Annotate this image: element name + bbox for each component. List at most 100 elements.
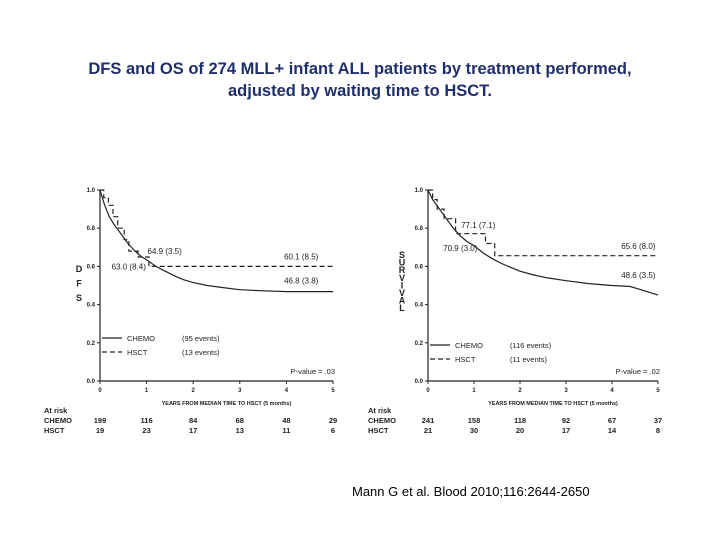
y-axis-letter: L [399, 303, 405, 313]
value-annotation: 77.1 (7.1) [461, 221, 496, 230]
y-axis-letter: D [76, 264, 83, 274]
value-annotation: 46.8 (3.8) [284, 277, 319, 286]
x-tick-label: 2 [518, 388, 522, 394]
y-tick-label: 0.2 [415, 341, 424, 347]
at-risk-value: 84 [189, 416, 198, 425]
value-annotation: 65.6 (8.0) [621, 242, 656, 251]
at-risk-value: 67 [608, 416, 616, 425]
at-risk-value: 158 [468, 416, 481, 425]
at-risk-value: 19 [96, 426, 104, 435]
x-axis-label: YEARS FROM MEDIAN TIME TO HSCT (5 months… [162, 401, 292, 407]
legend-entry-name: CHEMO [127, 334, 155, 343]
y-axis-letter: U [399, 258, 406, 268]
at-risk-label: At risk [368, 406, 392, 415]
series-hsct-curve [100, 189, 333, 267]
y-tick-label: 0.4 [87, 303, 96, 309]
legend-entry-events: (116 events) [510, 341, 552, 350]
at-risk-value: 48 [282, 416, 290, 425]
title-line-2: adjusted by waiting time to HSCT. [227, 82, 493, 100]
y-axis-letter: R [399, 265, 406, 275]
x-tick-label: 0 [426, 388, 430, 394]
y-axis-label: DFS [76, 264, 83, 303]
y-tick-label: 0.0 [415, 379, 424, 385]
at-risk-value: 20 [516, 426, 524, 435]
x-tick-label: 0 [98, 388, 102, 394]
citation: Mann G et al. Blood 2010;116:2644-2650 [352, 484, 590, 499]
x-tick-label: 1 [145, 388, 149, 394]
legend-entry-name: HSCT [455, 355, 476, 364]
p-value: P-value = .02 [616, 367, 660, 376]
at-risk-row-name: CHEMO [368, 416, 396, 425]
at-risk-value: 14 [608, 426, 617, 435]
at-risk-value: 199 [94, 416, 107, 425]
x-tick-label: 2 [192, 388, 196, 394]
at-risk-value: 29 [329, 416, 337, 425]
value-annotation: 64.9 (3.5) [148, 247, 183, 256]
x-tick-label: 3 [564, 388, 568, 394]
km-chart-2: 0.0 0.2 0.4 0.6 0.8 1.0 0 1 2 3 4 5 YEARS FROM MEDIA… [368, 188, 662, 435]
y-tick-label: 1.0 [87, 188, 96, 194]
at-risk-value: 118 [514, 416, 526, 425]
value-annotation: 63.0 (8.4) [112, 262, 147, 271]
series-hsct-curve [428, 189, 658, 257]
y-axis-letter: I [401, 280, 404, 290]
at-risk-value: 68 [236, 416, 244, 425]
at-risk-row-name: HSCT [368, 426, 389, 435]
at-risk-label: At risk [44, 406, 68, 415]
y-axis-letter: F [76, 279, 82, 289]
x-tick-label: 4 [610, 388, 614, 394]
at-risk-value: 23 [142, 426, 150, 435]
x-tick-label: 1 [472, 388, 476, 394]
legend: CHEMO (95 events) HSCT (13 events) [102, 334, 220, 357]
series-chemo-curve [427, 189, 659, 296]
y-axis-letter: V [399, 273, 405, 283]
y-tick-label: 0.6 [87, 264, 96, 270]
y-tick-label: 0.2 [87, 341, 96, 347]
at-risk-value: 17 [562, 426, 570, 435]
at-risk-value: 13 [236, 426, 244, 435]
legend-entry-events: (11 events) [510, 355, 547, 364]
y-axis-letter: S [399, 250, 405, 260]
at-risk-value: 11 [282, 426, 290, 435]
y-axis-letter: S [76, 293, 82, 303]
x-tick-label: 5 [656, 388, 660, 394]
at-risk-value: 241 [422, 416, 435, 425]
legend-entry-events: (95 events) [182, 334, 220, 343]
legend-entry-events: (13 events) [182, 348, 220, 357]
slide-title: DFS and OS of 274 MLL+ infant ALL patien… [30, 58, 690, 102]
at-risk-value: 17 [189, 426, 197, 435]
y-tick-label: 0.8 [87, 226, 96, 232]
x-tick-label: 4 [285, 388, 289, 394]
y-axis-letter: V [399, 288, 405, 298]
at-risk-value: 92 [562, 416, 570, 425]
at-risk-value: 116 [141, 416, 153, 425]
x-tick-label: 3 [238, 388, 242, 394]
value-annotation: 48.6 (3.5) [621, 271, 656, 280]
at-risk-value: 37 [654, 416, 662, 425]
value-annotation: 60.1 (8.5) [284, 253, 319, 262]
at-risk-value: 6 [331, 426, 335, 435]
y-tick-label: 1.0 [415, 188, 424, 194]
value-annotation: 70.9 (3.0) [443, 244, 478, 253]
p-value: P-value = .03 [291, 367, 335, 376]
legend-entry-name: CHEMO [455, 341, 483, 350]
at-risk-value: 21 [424, 426, 432, 435]
x-tick-label: 5 [331, 388, 335, 394]
at-risk-value: 8 [656, 426, 660, 435]
y-tick-label: 0.4 [415, 303, 424, 309]
title-line-1: DFS and OS of 274 MLL+ infant ALL patien… [88, 60, 632, 78]
at-risk-value: 30 [470, 426, 478, 435]
legend-entry-name: HSCT [127, 348, 148, 357]
x-axis-label: YEARS FROM MEDIAN TIME TO HSCT (5 months… [488, 401, 618, 407]
y-tick-label: 0.6 [415, 264, 424, 270]
legend: CHEMO (116 events) HSCT (11 events) [430, 341, 552, 364]
y-axis-letter: A [399, 296, 406, 306]
at-risk-row-name: CHEMO [44, 416, 72, 425]
y-tick-label: 0.0 [87, 379, 96, 385]
at-risk-row-name: HSCT [44, 426, 65, 435]
